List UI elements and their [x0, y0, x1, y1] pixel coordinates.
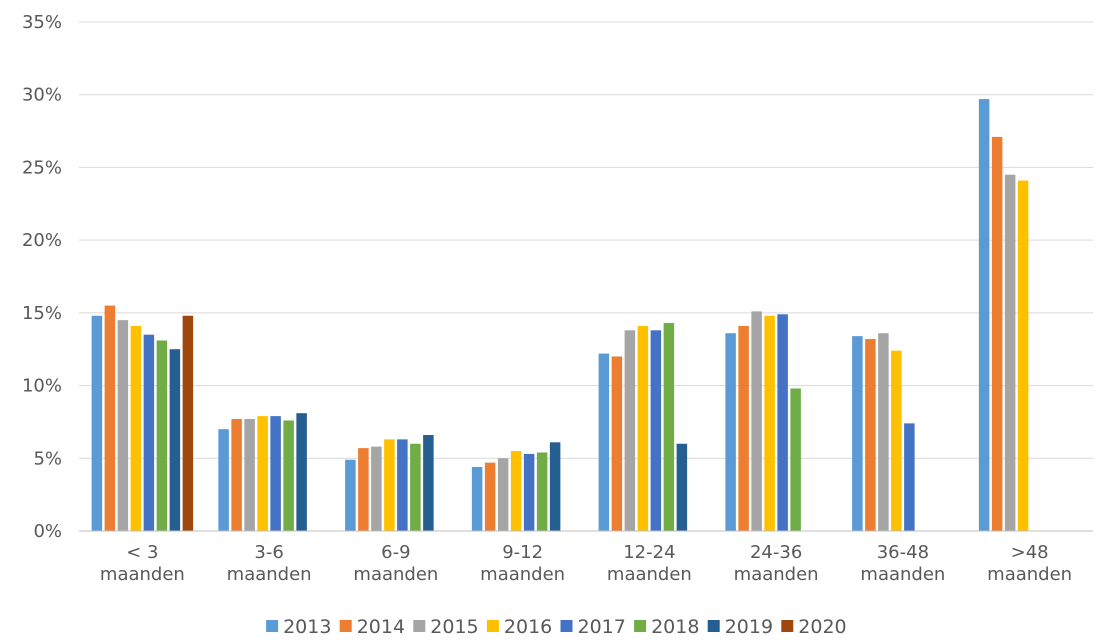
bar-2017 — [650, 330, 662, 531]
legend-label-2020: 2020 — [798, 616, 846, 638]
x-tick-label: maanden — [607, 564, 692, 585]
bar-2015 — [878, 333, 889, 531]
bar-2013 — [725, 333, 736, 531]
x-tick-label: >48 — [1011, 542, 1049, 563]
bar-2017 — [270, 416, 281, 531]
bar-2019 — [296, 413, 307, 531]
bar-2018 — [663, 323, 675, 531]
x-tick-label: maanden — [100, 564, 185, 585]
bar-2016 — [637, 325, 649, 531]
legend-swatch-2016 — [486, 620, 499, 632]
bar-2019 — [676, 443, 688, 531]
legend-label-2017: 2017 — [578, 616, 626, 638]
bar-2014 — [738, 325, 749, 531]
bar-2013 — [471, 467, 483, 531]
bar-2015 — [371, 446, 382, 531]
x-tick-label: 12-24 — [623, 542, 675, 563]
legend-label-2015: 2015 — [430, 616, 478, 638]
x-tick-label: maanden — [227, 564, 312, 585]
bar-2015 — [751, 311, 762, 531]
bar-2013 — [978, 99, 990, 531]
legend-label-2014: 2014 — [357, 616, 405, 638]
x-tick-label: 9-12 — [502, 542, 543, 563]
y-axis-ticks: 0% 5% 10% 15% 20% 25% 30% 35% — [22, 12, 62, 542]
x-tick-label: 3-6 — [254, 542, 283, 563]
bar-2016 — [764, 315, 775, 531]
bar-2013 — [852, 336, 863, 531]
legend-swatch-2019 — [707, 620, 720, 632]
legend: 2013 2014 2015 2016 2017 2018 2019 2020 — [266, 616, 847, 638]
legend-label-2018: 2018 — [651, 616, 699, 638]
x-tick-label: 36-48 — [877, 542, 929, 563]
bar-2019 — [549, 442, 561, 531]
legend-swatch-2017 — [560, 620, 573, 632]
bar-2018 — [790, 388, 801, 531]
y-tick-label: 5% — [33, 448, 62, 469]
x-tick-label: maanden — [480, 564, 565, 585]
gridlines — [79, 21, 1093, 459]
legend-swatch-2014 — [339, 620, 352, 632]
x-tick-label: 6-9 — [381, 542, 410, 563]
bar-2015 — [244, 419, 255, 531]
legend-label-2013: 2013 — [283, 616, 331, 638]
bar-2017 — [904, 423, 915, 531]
y-tick-label: 35% — [22, 12, 62, 33]
bar-2014 — [865, 339, 876, 531]
bar-2016 — [1017, 180, 1029, 531]
bar-2020 — [182, 315, 194, 531]
bar-2014 — [991, 136, 1003, 532]
bar-2018 — [156, 340, 168, 531]
legend-swatch-2018 — [634, 620, 647, 632]
y-tick-label: 25% — [22, 157, 62, 178]
bar-2017 — [143, 334, 155, 531]
x-axis-ticks: < 3maanden3-6maanden6-9maanden9-12maande… — [100, 542, 1072, 585]
bar-2014 — [104, 305, 116, 531]
y-tick-label: 10% — [22, 376, 62, 397]
bar-2014 — [484, 462, 496, 531]
x-tick-label: 24-36 — [750, 542, 802, 563]
bar-2013 — [598, 353, 610, 531]
bar-2019 — [169, 349, 181, 531]
bar-2018 — [536, 452, 548, 531]
y-tick-label: 15% — [22, 303, 62, 324]
legend-swatch-2013 — [266, 620, 279, 632]
bar-2018 — [283, 420, 294, 531]
bar-2016 — [510, 451, 522, 531]
bar-2019 — [423, 435, 434, 531]
bar-2015 — [1004, 174, 1016, 531]
legend-label-2016: 2016 — [504, 616, 552, 638]
bar-2017 — [397, 439, 408, 531]
bar-2013 — [91, 315, 103, 531]
bar-2017 — [523, 453, 535, 531]
bar-2013 — [345, 459, 356, 531]
bar-2016 — [130, 325, 142, 531]
y-tick-label: 0% — [33, 521, 62, 542]
bar-2016 — [257, 416, 268, 531]
bar-2016 — [384, 439, 395, 531]
x-tick-label: maanden — [860, 564, 945, 585]
bar-2015 — [624, 330, 636, 531]
x-tick-label: < 3 — [126, 542, 158, 563]
x-tick-label: maanden — [987, 564, 1072, 585]
bar-2014 — [231, 419, 242, 531]
bar-2013 — [218, 429, 229, 531]
bar-2016 — [891, 350, 902, 531]
bars — [91, 99, 1029, 532]
bar-2015 — [497, 458, 509, 531]
bar-2015 — [117, 320, 129, 531]
legend-swatch-2015 — [413, 620, 426, 632]
bar-2014 — [611, 356, 623, 531]
bar-2017 — [777, 314, 788, 531]
y-tick-label: 30% — [22, 85, 62, 106]
bar-2018 — [410, 443, 421, 531]
y-tick-label: 20% — [22, 230, 62, 251]
legend-swatch-2020 — [781, 620, 794, 632]
legend-label-2019: 2019 — [725, 616, 773, 638]
bar-2014 — [358, 448, 369, 531]
x-tick-label: maanden — [734, 564, 819, 585]
x-tick-label: maanden — [353, 564, 438, 585]
